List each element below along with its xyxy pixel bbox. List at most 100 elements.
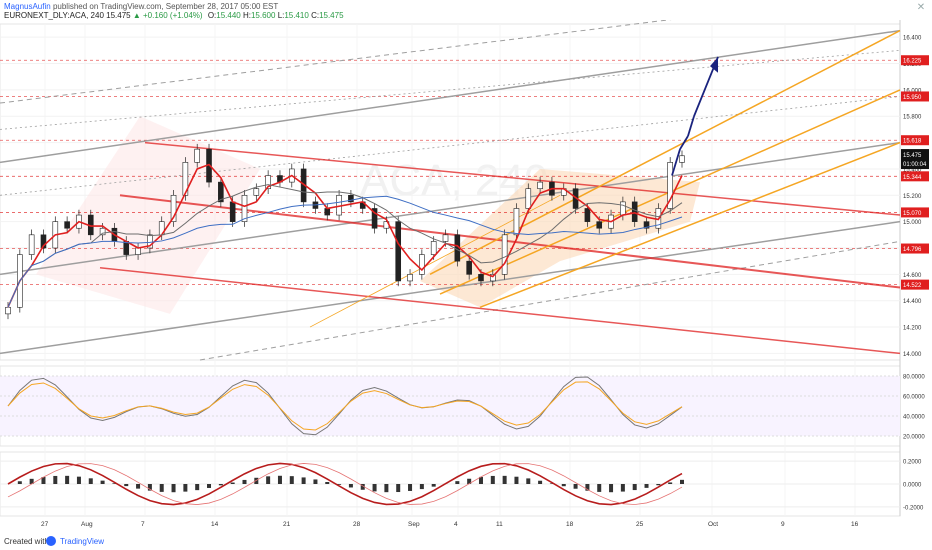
candle-body: [218, 181, 224, 203]
time-axis-label: 4: [454, 521, 458, 528]
candle-body: [631, 201, 638, 222]
price-tag: [901, 135, 929, 146]
macd-histogram-bar: [41, 476, 46, 484]
macd-histogram-bar: [396, 484, 401, 493]
time-axis-label: 11: [496, 521, 503, 528]
projection-arrow-line: [671, 148, 681, 176]
macd-histogram-bar: [254, 477, 259, 484]
time-axis-label: Sep: [408, 521, 420, 528]
close-label: C:: [311, 11, 320, 20]
candle-body: [40, 234, 47, 249]
candle-body: [64, 221, 70, 229]
macd-histogram-bar: [100, 480, 105, 484]
candle-body: [430, 241, 437, 255]
gray-trend-line: [0, 29, 901, 164]
candle-body: [407, 274, 413, 282]
candle-body: [667, 162, 673, 209]
price-tag: [901, 279, 929, 290]
ohlc-values: O:15.440 H:15.600 L:15.410 C:15.475: [208, 11, 344, 20]
stoch-band: [0, 376, 900, 436]
macd-histogram-bar: [656, 484, 661, 486]
candle-body: [478, 274, 484, 282]
price-tag: [901, 55, 929, 66]
price-tag: [901, 243, 929, 254]
candle-body: [513, 208, 520, 236]
candle-body: [182, 162, 189, 196]
macd-histogram-bar: [289, 476, 294, 484]
macd-histogram-bar: [147, 484, 152, 491]
time-axis-label: 14: [211, 521, 219, 528]
macd-histogram-bar: [230, 482, 235, 484]
candle-body: [490, 274, 496, 282]
candle-body: [395, 221, 402, 282]
price-axis-label: 15.800: [903, 115, 922, 121]
macd-histogram-bar: [502, 475, 507, 484]
candle-body: [620, 201, 626, 216]
macd-histogram-bar: [538, 480, 543, 484]
macd-histogram-bar: [266, 476, 271, 484]
high-label: H:: [242, 11, 251, 20]
macd-histogram-bar: [242, 479, 247, 484]
last-price-tag: [901, 149, 929, 170]
candle-body: [537, 181, 543, 190]
chart-canvas[interactable]: ACA, 24016.40016.20016.00015.80015.60015…: [0, 20, 932, 532]
macd-histogram-bar: [372, 484, 377, 492]
candle-body: [348, 194, 354, 203]
macd-histogram-bar: [195, 484, 200, 491]
price-axis-label: 16.000: [903, 88, 922, 94]
macd-histogram-bar: [88, 478, 93, 484]
price-change: +0.160 (+1.04%): [142, 11, 203, 20]
price-axis-label: 14.000: [903, 352, 922, 358]
projection-arrow-line: [679, 135, 689, 150]
macd-line: [7, 462, 683, 506]
macd-histogram-bar: [514, 476, 519, 484]
slow-ma-line: [7, 184, 683, 308]
candle-body: [123, 241, 130, 255]
macd-histogram-bar: [490, 475, 495, 484]
long-ma-line: [7, 195, 683, 308]
time-axis-label: Aug: [81, 521, 93, 528]
macd-histogram-bar: [620, 484, 625, 492]
macd-axis-label: 0.2000: [903, 460, 922, 466]
macd-histogram-bar: [478, 476, 483, 484]
symbol-info: EURONEXT_DLY:ACA, 240 15.475 ▲ +0.160 (+…: [4, 11, 344, 20]
stoch-d-line: [7, 381, 683, 431]
arrow-head-icon: [710, 56, 718, 73]
countdown-label: 01:00:04: [903, 162, 927, 168]
macd-histogram-bar: [455, 481, 460, 484]
macd-histogram-bar: [609, 484, 614, 493]
macd-histogram-bar: [325, 482, 330, 484]
macd-histogram-bar: [313, 479, 318, 484]
macd-histogram-bar: [76, 476, 81, 484]
close-icon[interactable]: ✕: [916, 2, 926, 13]
open-value: 15.440: [216, 11, 241, 20]
time-axis-label: 28: [353, 521, 361, 528]
tradingview-brand[interactable]: TradingView: [60, 537, 105, 546]
open-label: O:: [207, 11, 217, 20]
candle-body: [229, 201, 236, 222]
stoch-axis-label: 60.0000: [903, 395, 925, 401]
stoch-axis-label: 40.0000: [903, 415, 925, 421]
price-tag: [901, 171, 929, 182]
created-with-text: Created with: [4, 537, 49, 546]
candle-body: [584, 208, 591, 222]
red-channel-line: [144, 141, 901, 216]
tradingview-logo-icon: [46, 536, 56, 546]
price-axis-label: 15.000: [903, 220, 922, 226]
price-axis-label: 15.400: [903, 167, 922, 173]
macd-histogram-bar: [124, 484, 129, 487]
orange-channel-line: [429, 29, 901, 276]
symbol-label[interactable]: EURONEXT_DLY:ACA, 240: [4, 11, 104, 20]
author-link[interactable]: MagnusAufin: [4, 2, 51, 11]
candle-body: [324, 208, 331, 216]
gray-trend-line: [0, 20, 672, 104]
candle-body: [135, 247, 141, 255]
candle-body: [147, 234, 153, 249]
macd-histogram-bar: [337, 484, 342, 485]
time-axis-label: 16: [851, 521, 859, 528]
macd-histogram-bar: [680, 479, 684, 484]
high-value: 15.600: [250, 11, 276, 20]
stoch-axis-label: 80.0000: [903, 375, 925, 381]
candle-body: [501, 234, 508, 275]
macd-histogram-bar: [277, 475, 282, 484]
